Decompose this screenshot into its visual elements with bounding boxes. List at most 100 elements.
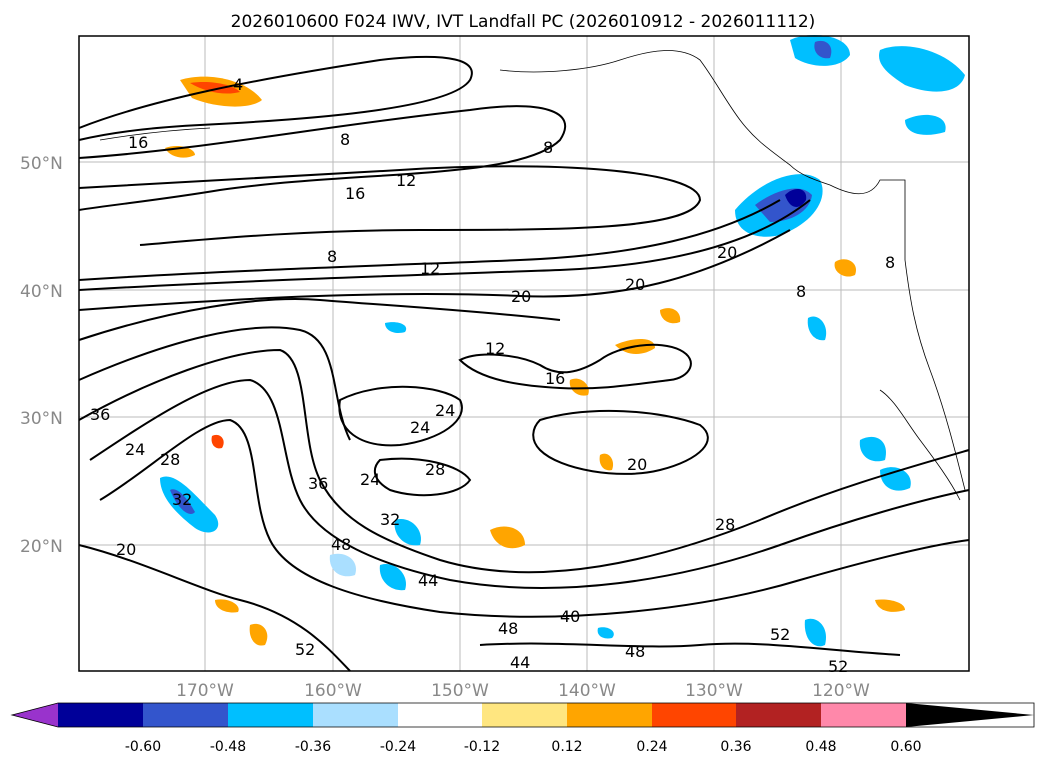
contour-label: 40: [560, 607, 580, 626]
contour-48-west: [78, 544, 351, 672]
shade-patch-coast-max: [785, 188, 807, 207]
shade-patch-south-4: [597, 627, 614, 639]
coastlines: [99, 50, 966, 501]
colorbar-tick-labels: -0.60 -0.48 -0.36 -0.24 -0.12 0.12 0.24 …: [125, 739, 922, 755]
contour-label: 8: [543, 138, 553, 157]
contour-28: [78, 348, 970, 574]
lon-label: 150°W: [431, 681, 489, 701]
colorbar-segment: [652, 703, 736, 727]
shade-patch-pos-8: [249, 623, 268, 646]
colorbar-tick-label: -0.48: [210, 739, 246, 755]
contour-20-mid: [532, 409, 709, 475]
contour-20-band: [78, 229, 791, 311]
contour-label: 52: [295, 640, 315, 659]
lon-label: 140°W: [558, 681, 616, 701]
contour-label: 28: [160, 450, 180, 469]
pc-shading: [160, 35, 965, 647]
contour-label: 16: [545, 369, 565, 388]
shade-patch-south-3: [329, 553, 356, 577]
contour-label: 36: [308, 474, 328, 493]
contour-label: 32: [380, 510, 400, 529]
shade-patch-pos-6: [834, 259, 856, 277]
colorbar-tick-label: 0.24: [636, 739, 667, 755]
contour-label: 12: [420, 259, 440, 278]
colorbar-segment: [736, 703, 821, 727]
contour-label: 48: [625, 642, 645, 661]
colorbar-extend-min: [12, 703, 58, 727]
coastline-aleutians: [99, 127, 211, 141]
contour-label: 24: [360, 470, 380, 489]
contour-32: [89, 378, 970, 589]
contour-36: [99, 418, 970, 618]
contour-label: 8: [796, 282, 806, 301]
map-frame: [78, 35, 970, 672]
contour-label: 16: [128, 133, 148, 152]
figure-title: 2026010600 F024 IWV, IVT Landfall PC (20…: [231, 12, 816, 32]
contour-label: 12: [396, 171, 416, 190]
colorbar-outline: [10, 702, 1035, 728]
shade-patch-pos-12: [215, 599, 239, 613]
colorbar-segment: [567, 703, 652, 727]
shade-patch-pos-10: [211, 434, 224, 449]
contour-label: 8: [885, 253, 895, 272]
colorbar-segment: [58, 703, 143, 727]
contour-label: 24: [410, 418, 430, 437]
shade-patch-top-core: [814, 40, 832, 59]
shade-patch-nw-pos-core: [190, 82, 240, 94]
shade-patch-south-2: [379, 564, 406, 591]
contour-label: 8: [340, 130, 350, 149]
colorbar-tick-label: 0.36: [720, 739, 751, 755]
contour-label: 44: [510, 653, 530, 672]
lat-label: 40°N: [20, 282, 63, 302]
contour-label: 20: [511, 287, 531, 306]
colorbar-tick-label: -0.36: [295, 739, 331, 755]
contour-24-mid: [338, 385, 463, 447]
shade-patch-south-1: [394, 519, 421, 546]
contour-label: 16: [345, 184, 365, 203]
contour-label: 32: [172, 490, 192, 509]
lat-label: 50°N: [20, 154, 63, 174]
shade-patch-pos-3: [490, 526, 525, 549]
colorbar-segment: [821, 703, 906, 727]
contour-label: 20: [717, 243, 737, 262]
shade-patch-west-core: [170, 489, 195, 514]
lon-label: 130°W: [685, 681, 743, 701]
contour-label: 52: [770, 625, 790, 644]
contour-28-mid: [373, 457, 472, 497]
shade-patch-south-east: [804, 618, 826, 647]
contour-label: 48: [498, 619, 518, 638]
lon-label: 120°W: [812, 681, 870, 701]
contour-label: 20: [625, 275, 645, 294]
contour-label: 4: [233, 75, 243, 94]
contour-label: 48: [331, 535, 351, 554]
colorbar-tick-label: -0.12: [464, 739, 500, 755]
iwv-contours: [78, 55, 970, 672]
contour-8-band: [78, 199, 781, 281]
contour-label: 20: [116, 540, 136, 559]
contour-16-north: [78, 165, 702, 246]
contour-48-south: [479, 642, 901, 656]
contour-label: 36: [90, 405, 110, 424]
contour-label: 24: [435, 401, 455, 420]
contour-jet-1: [78, 298, 561, 341]
lat-label: 30°N: [20, 409, 63, 429]
colorbar-extend-max: [906, 703, 1034, 727]
latitude-labels: 50°N 40°N 30°N 20°N: [20, 154, 63, 557]
colorbar-tick-label: 0.12: [551, 739, 582, 755]
colorbar-segment: [398, 703, 482, 727]
colorbar-tick-label: -0.60: [125, 739, 161, 755]
graticule: [79, 36, 969, 671]
colorbar-tick-label: 0.48: [805, 739, 836, 755]
shade-patch-pos-9: [569, 378, 589, 396]
coastline-north-america: [829, 179, 966, 491]
shade-patch-pos-5: [660, 308, 681, 324]
contour-label: 28: [715, 515, 735, 534]
contour-16-mid: [458, 343, 692, 390]
contour-12-north: [78, 105, 567, 211]
contour-label: 20: [627, 455, 647, 474]
map-background: [79, 36, 969, 671]
colorbar-segment: [313, 703, 398, 727]
shade-patch-top-right-2: [879, 46, 965, 92]
contour-label-group: 4 16 8 8 16 12 8 12 20 20 12 16 24 24 28…: [90, 75, 895, 676]
